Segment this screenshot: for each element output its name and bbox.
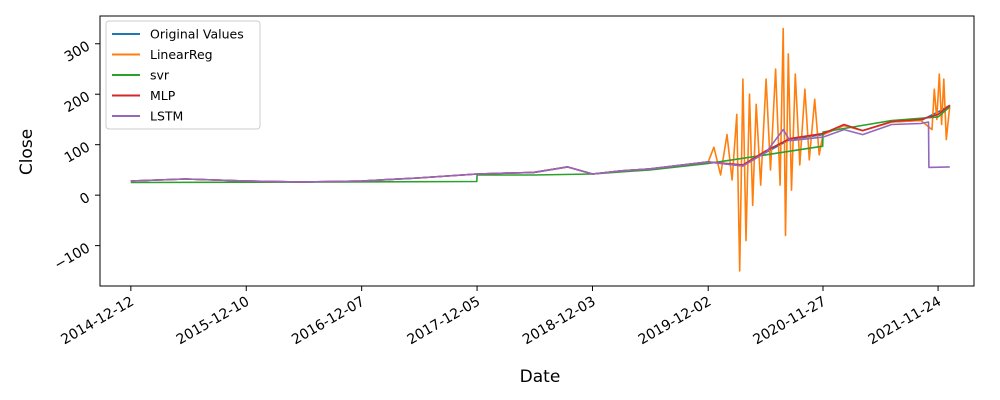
legend-entry: svr [150,68,170,83]
series-line-svr [130,106,951,184]
series-line-lstm [130,121,950,183]
x-tick-label: 2021-11-24 [866,294,945,349]
legend-entry: LSTM [150,109,183,124]
y-axis-ticks: −100 0 100 200 300 [52,38,100,273]
x-tick-label: 2020-11-27 [751,294,829,349]
legend: Original Values LinearReg svr MLP LSTM [105,20,261,130]
x-tick-label: 2019-12-02 [636,294,714,349]
y-tick-label: −100 [52,240,93,273]
y-tick-label: 200 [62,89,93,116]
y-tick-label: 100 [62,139,93,166]
y-axis-label: Close [17,129,37,175]
legend-entry: Original Values [150,27,244,42]
x-tick-label: 2016-12-07 [289,294,367,349]
legend-box [105,20,261,130]
series-layer [130,27,951,272]
y-tick-label: 300 [62,38,93,65]
x-tick-label: 2017-12-05 [405,294,483,349]
x-tick-label: 2018-12-03 [520,294,598,349]
legend-entry: LinearReg [150,47,213,62]
x-tick-label: 2015-12-10 [174,294,252,349]
x-tick-label: 2014-12-12 [58,294,136,349]
plot-frame [99,15,975,287]
x-axis-label: Date [520,367,561,387]
x-axis-ticks: 2014-12-12 2015-12-10 2016-12-07 2017-12-05… [58,286,944,348]
y-tick-label: 0 [77,190,93,208]
legend-entry: MLP [150,88,176,103]
